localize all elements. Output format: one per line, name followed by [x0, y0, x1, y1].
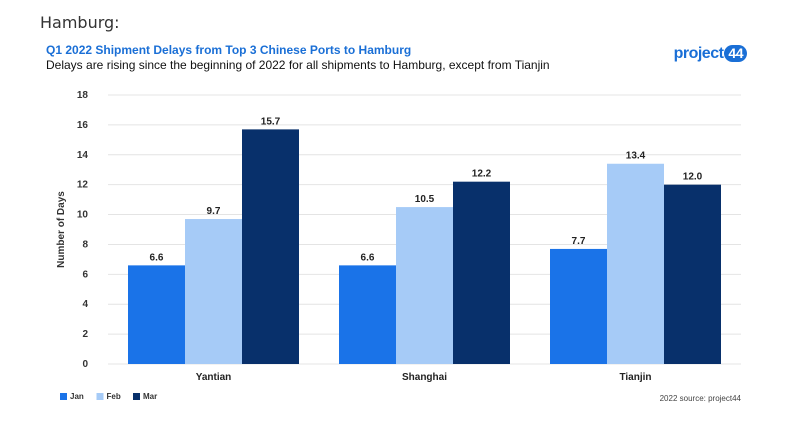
y-tick-label: 14 — [77, 150, 89, 161]
bar-chart: 0 2 4 6 8 10 12 14 16 18 Number of Days 6.6 9.7 15.7 Y… — [56, 90, 741, 401]
legend-swatch-feb — [96, 393, 104, 400]
bar-tianjin-mar — [664, 184, 721, 364]
y-tick-label: 16 — [77, 120, 89, 131]
bar-shanghai-feb — [396, 207, 453, 364]
y-tick-label: 12 — [77, 180, 89, 191]
source-note: 2022 source: project44 — [659, 394, 741, 403]
chart-card: Q1 2022 Shipment Delays from Top 3 Chine… — [46, 43, 751, 415]
bar-shanghai-mar — [453, 181, 510, 364]
y-tick-label: 18 — [77, 90, 89, 101]
data-label: 6.6 — [361, 252, 375, 263]
bar-tianjin-feb — [607, 163, 664, 364]
project44-logo: project 44 — [674, 45, 747, 63]
data-label: 10.5 — [415, 194, 435, 205]
chart-title: Q1 2022 Shipment Delays from Top 3 Chine… — [46, 43, 412, 57]
x-tick-label: Yantian — [196, 372, 232, 383]
legend-label-jan: Jan — [70, 392, 84, 401]
y-tick-label: 0 — [82, 359, 88, 370]
logo-text: project — [673, 45, 724, 62]
bar-yantian-mar — [242, 129, 299, 364]
data-label: 7.7 — [572, 236, 586, 247]
x-tick-label: Shanghai — [402, 372, 447, 383]
data-label: 6.6 — [150, 252, 164, 263]
bar-tianjin-jan — [550, 248, 607, 364]
bar-yantian-jan — [128, 265, 185, 364]
chart-subtitle: Delays are rising since the beginning of… — [46, 58, 550, 72]
data-label: 13.4 — [626, 151, 646, 162]
legend-label-mar: Mar — [143, 392, 157, 401]
y-tick-label: 2 — [82, 329, 88, 340]
legend-label-feb: Feb — [107, 392, 121, 401]
y-tick-label: 10 — [77, 210, 89, 221]
legend-swatch-mar — [133, 393, 140, 400]
y-tick-label: 4 — [82, 299, 88, 310]
bar-yantian-feb — [185, 219, 242, 364]
data-label: 12.2 — [472, 169, 492, 180]
y-axis-label: Number of Days — [56, 191, 67, 268]
legend-swatch-jan — [60, 393, 67, 400]
data-label: 12.0 — [683, 172, 703, 183]
logo-number: 44 — [724, 45, 747, 62]
y-tick-label: 6 — [82, 269, 88, 280]
x-tick-label: Tianjin — [619, 372, 651, 383]
y-tick-label: 8 — [82, 239, 88, 250]
page-heading: Hamburg: — [40, 13, 120, 32]
data-label: 15.7 — [261, 116, 281, 127]
data-label: 9.7 — [207, 206, 221, 217]
bar-shanghai-jan — [339, 265, 396, 364]
